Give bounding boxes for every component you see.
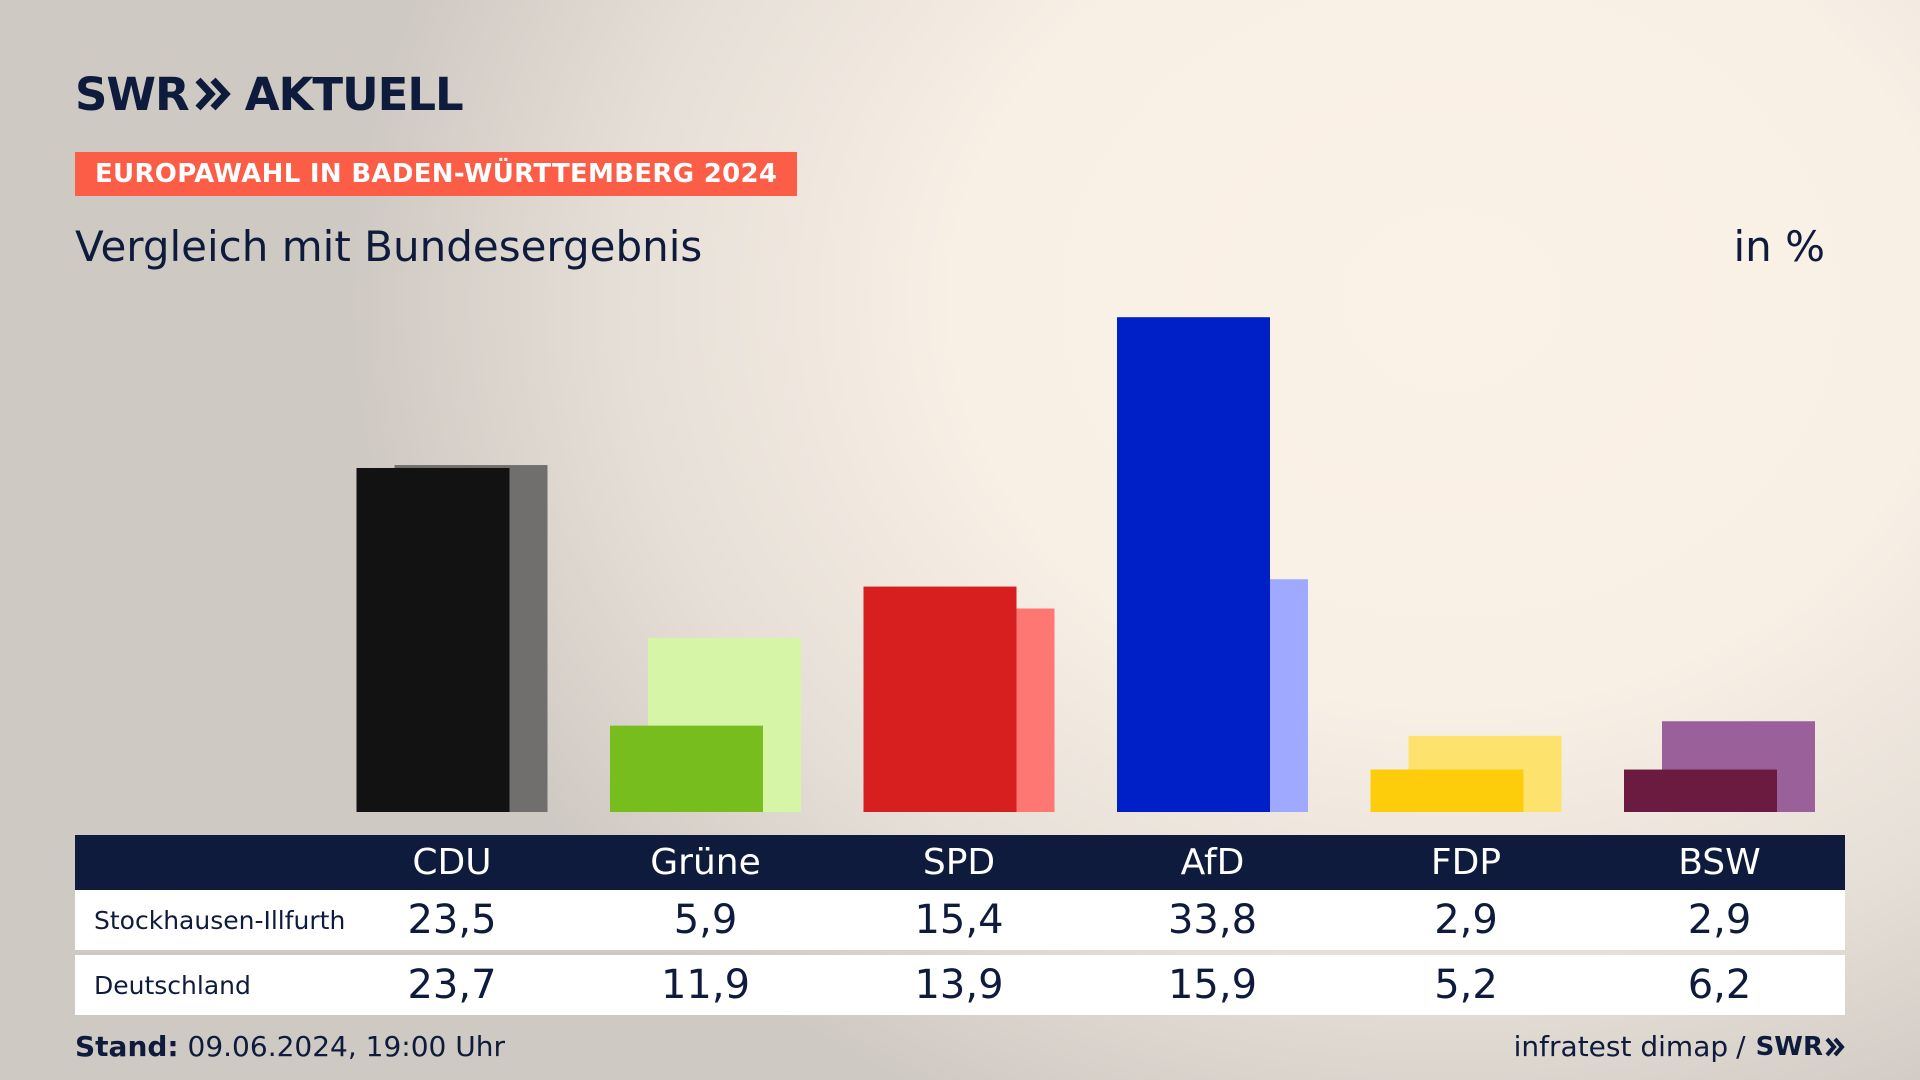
table-header: CDU Grüne SPD AfD FDP BSW bbox=[75, 835, 1845, 890]
table-row-local: Stockhausen-Illfurth 23,5 5,9 15,4 33,8 2,9 2… bbox=[75, 890, 1845, 950]
row-label-local: Stockhausen-Illfurth bbox=[94, 905, 346, 935]
category-label-5: BSW bbox=[1678, 842, 1761, 883]
value-label-0-2: 15,4 bbox=[914, 897, 1004, 943]
table-row-national: Deutschland 23,7 11,9 13,9 15,9 5,2 6,2 bbox=[75, 955, 1845, 1015]
double-chevron-icon bbox=[195, 77, 231, 111]
source-separator: / bbox=[1736, 1030, 1746, 1063]
value-label-1-3: 15,9 bbox=[1167, 962, 1258, 1008]
chart-subtitle: Vergleich mit Bundesergebnis bbox=[75, 222, 703, 271]
bar-local-4 bbox=[1370, 769, 1524, 812]
bar-local-0 bbox=[356, 467, 510, 812]
bar-local-1 bbox=[610, 725, 763, 812]
logo-swr-text: SWR bbox=[75, 67, 190, 121]
bar-local-5 bbox=[1624, 769, 1777, 812]
value-label-0-5: 2,9 bbox=[1687, 897, 1752, 943]
bar-local-2 bbox=[863, 586, 1017, 812]
stand-value: 09.06.2024, 19:00 Uhr bbox=[187, 1030, 505, 1063]
value-label-1-1: 11,9 bbox=[660, 962, 751, 1008]
unit-label: in % bbox=[1733, 222, 1825, 271]
swr-mini-text: SWR bbox=[1755, 1031, 1823, 1062]
value-label-1-2: 13,9 bbox=[914, 962, 1004, 1008]
double-chevron-icon bbox=[1825, 1037, 1845, 1056]
value-label-0-4: 2,9 bbox=[1434, 897, 1498, 943]
logo-aktuell-text: AKTUELL bbox=[244, 67, 464, 121]
category-label-1: Grüne bbox=[650, 842, 761, 883]
election-tag: EUROPAWAHL IN BADEN-WÜRTTEMBERG 2024 bbox=[75, 152, 798, 196]
results-table: CDU Grüne SPD AfD FDP BSW Stockhausen-Illfurt… bbox=[75, 835, 1845, 1015]
value-label-0-1: 5,9 bbox=[673, 897, 738, 943]
value-label-0-3: 33,8 bbox=[1167, 897, 1258, 943]
value-label-0-0: 23,5 bbox=[407, 897, 497, 943]
category-label-3: AfD bbox=[1180, 842, 1245, 883]
value-label-1-4: 5,2 bbox=[1434, 962, 1498, 1008]
swr-mini-logo: SWR bbox=[1756, 1032, 1845, 1062]
stand-info: Stand: 09.06.2024, 19:00 Uhr bbox=[75, 1030, 505, 1063]
value-label-1-5: 6,2 bbox=[1687, 962, 1752, 1008]
category-label-4: FDP bbox=[1430, 842, 1502, 883]
stand-label: Stand: bbox=[75, 1030, 179, 1063]
row-label-national: Deutschland bbox=[94, 970, 251, 1000]
category-label-2: SPD bbox=[922, 842, 996, 883]
value-label-1-0: 23,7 bbox=[407, 962, 497, 1008]
bar-local-3 bbox=[1117, 317, 1270, 812]
source-info: infratest dimap / SWR bbox=[1514, 1030, 1845, 1063]
category-label-0: CDU bbox=[412, 842, 492, 883]
swr-aktuell-logo: SWR AKTUELL bbox=[75, 66, 464, 122]
source-text: infratest dimap bbox=[1513, 1030, 1729, 1063]
